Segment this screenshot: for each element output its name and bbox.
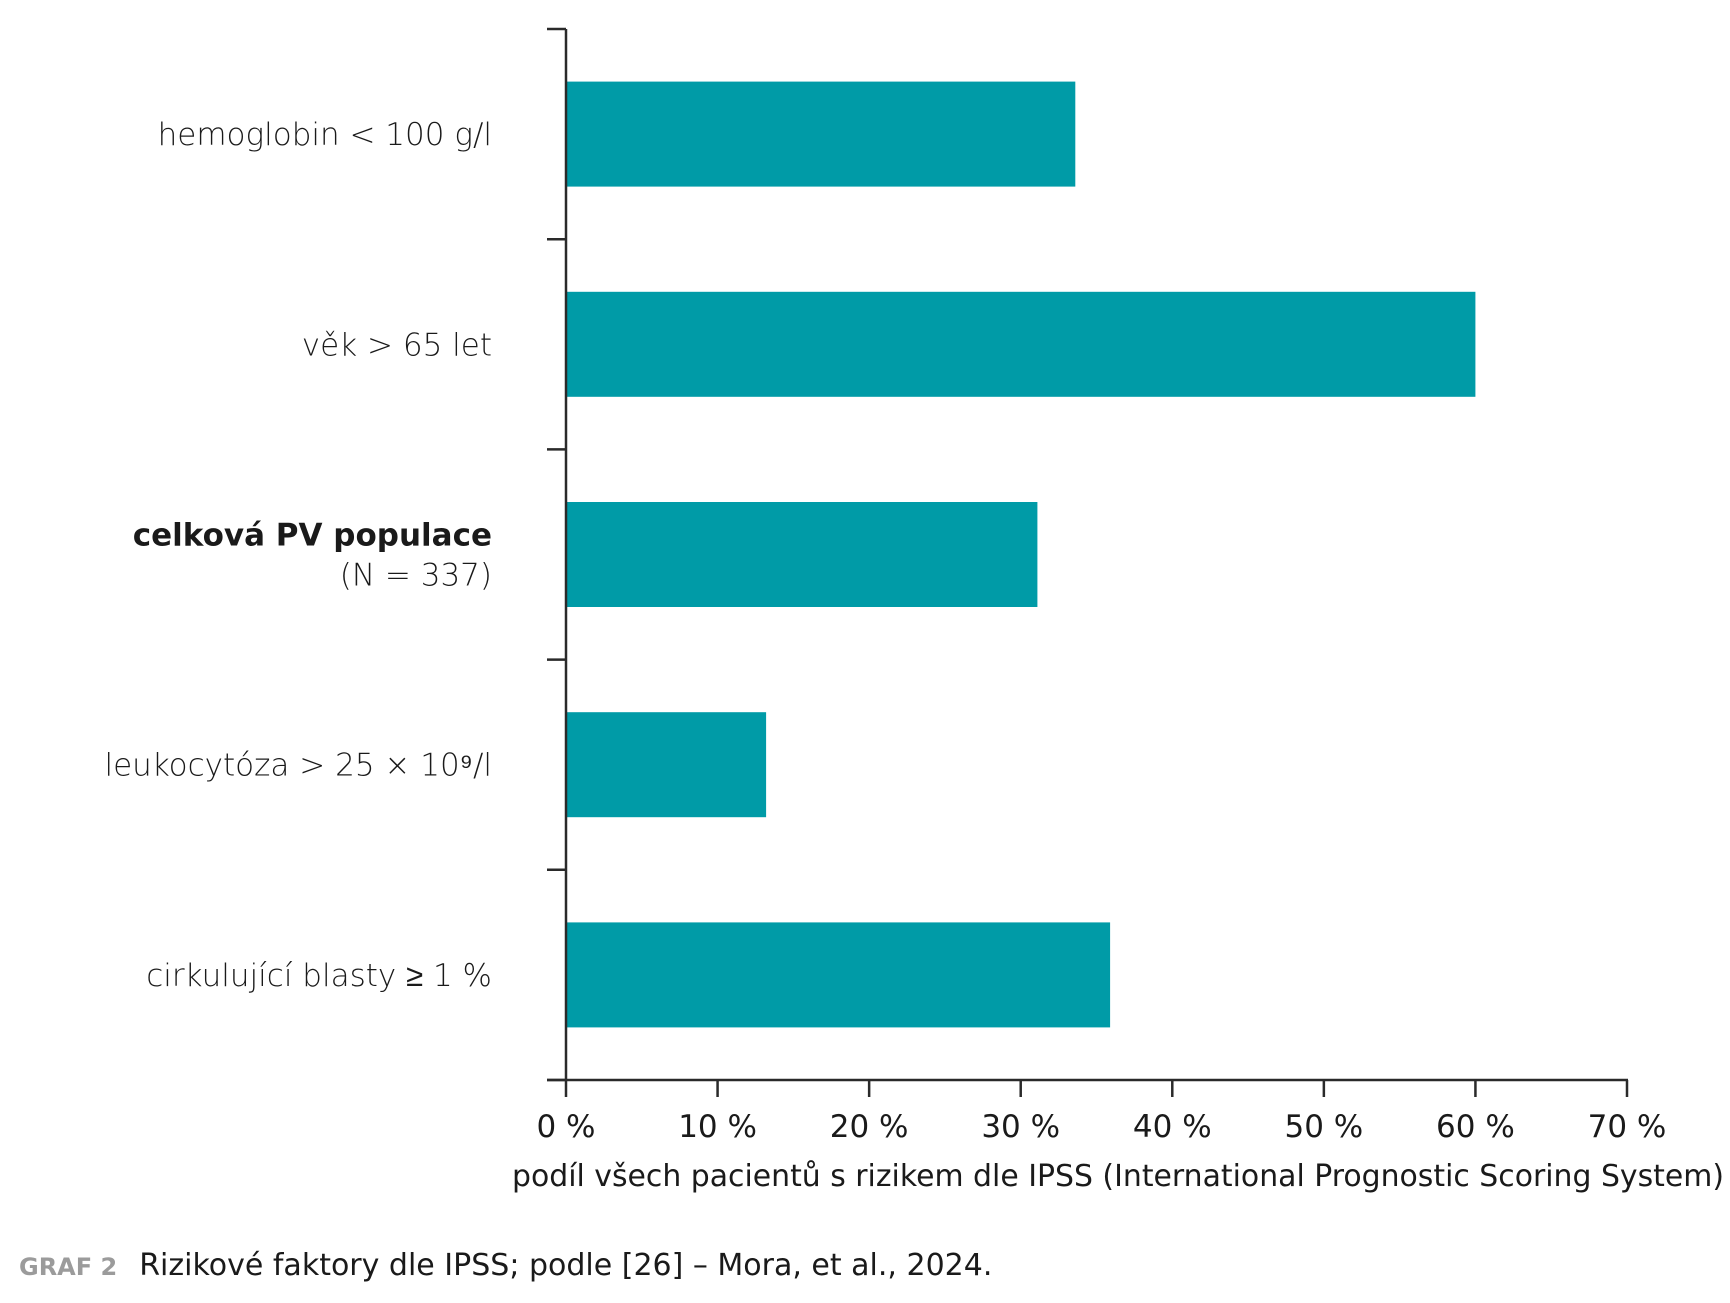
category-label: (N = 337) bbox=[340, 558, 492, 594]
x-tick-label: 0 % bbox=[536, 1109, 595, 1145]
bars-group bbox=[566, 81, 1476, 1028]
x-axis-title: podíl všech pacientů s rizikem dle IPSS … bbox=[512, 1159, 1724, 1194]
x-axis: 0 % 10 % 20 % 30 % 40 % 50 % 60 % 70 % bbox=[536, 1078, 1667, 1145]
category-label: leukocytóza > 25 × 10⁹/l bbox=[104, 748, 492, 784]
bar bbox=[566, 291, 1476, 397]
category-label: hemoglobin < 100 g/l bbox=[158, 117, 492, 153]
x-tick-label: 10 % bbox=[678, 1109, 757, 1145]
figure-caption: GRAF 2 Rizikové faktory dle IPSS; podle [… bbox=[19, 1248, 992, 1283]
bar-chart: 0 % 10 % 20 % 30 % 40 % 50 % 60 % 70 % hemoglob… bbox=[104, 27, 1724, 1194]
y-axis bbox=[547, 27, 568, 1082]
bar bbox=[566, 502, 1038, 607]
caption-text: Rizikové faktory dle IPSS; podle [26] – … bbox=[139, 1248, 993, 1283]
x-tick-label: 40 % bbox=[1133, 1109, 1212, 1145]
x-tick-label: 20 % bbox=[830, 1109, 909, 1145]
x-tick-label: 50 % bbox=[1284, 1109, 1363, 1145]
caption-tag: GRAF 2 bbox=[19, 1253, 118, 1281]
category-label: věk > 65 let bbox=[302, 327, 492, 363]
x-tick-label: 60 % bbox=[1436, 1109, 1515, 1145]
bar bbox=[566, 922, 1111, 1028]
category-labels: hemoglobin < 100 g/l věk > 65 let celková … bbox=[104, 117, 492, 994]
category-label: cirkulující blasty ≥ 1 % bbox=[146, 958, 492, 994]
x-tick-label: 30 % bbox=[981, 1109, 1060, 1145]
category-label: celková PV populace bbox=[133, 518, 492, 554]
bar bbox=[566, 712, 767, 818]
x-tick-label: 70 % bbox=[1588, 1109, 1667, 1145]
bar bbox=[566, 81, 1076, 187]
